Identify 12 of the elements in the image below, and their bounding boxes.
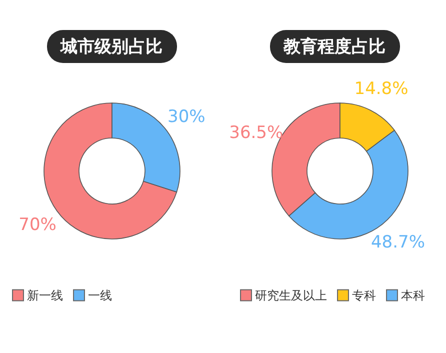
legend-label: 一线 [88,288,112,302]
data-label: 48.7% [370,232,425,252]
legend-label: 本科 [401,288,425,302]
data-label: 30% [167,106,205,127]
legend-label: 专科 [352,288,376,302]
data-label: 14.8% [354,78,408,99]
chart-title: 教育程度占比 [270,30,400,63]
data-label: 36.5% [229,123,284,144]
data-label: 70% [18,215,56,236]
legend-label: 新一线 [26,288,62,302]
chart-title: 城市级别占比 [46,30,176,63]
legend-label: 研究生及以上 [255,288,327,302]
